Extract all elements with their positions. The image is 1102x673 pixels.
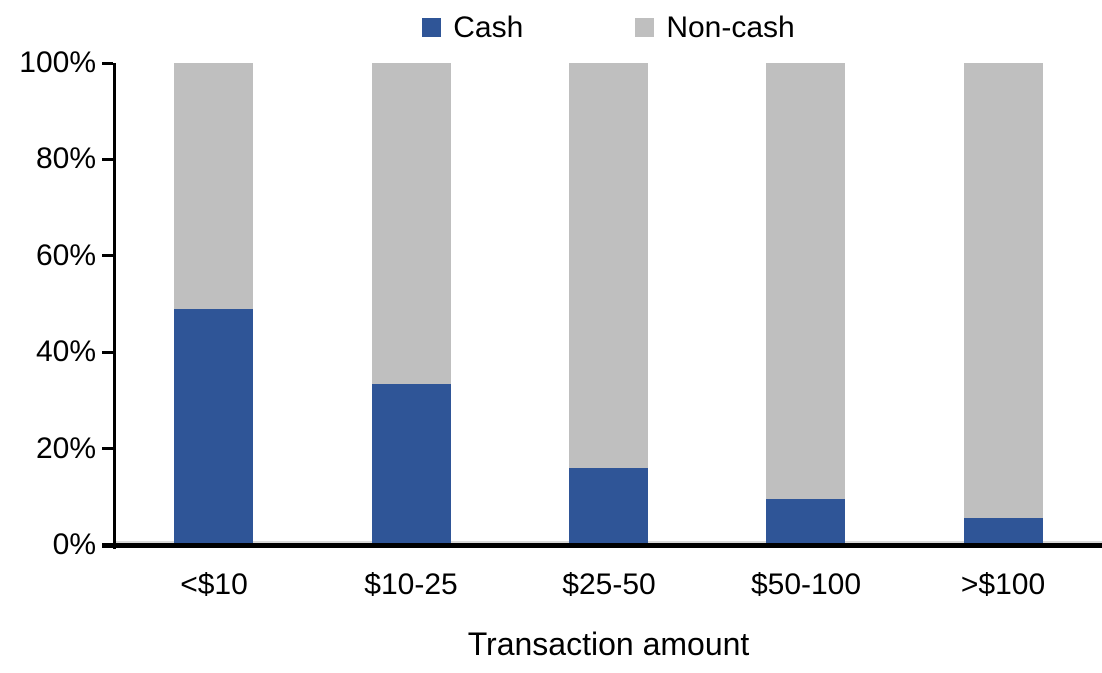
bar-segment-cash-100: [964, 518, 1043, 545]
legend-label-cash: Cash: [453, 11, 524, 44]
y-tick-mark-80: [102, 158, 113, 161]
bar-segment-cash-10: [174, 309, 253, 545]
y-tick-label-0: 0%: [52, 528, 96, 561]
y-tick-label-40: 40%: [35, 335, 96, 369]
bar-segment-cash-50-100: [766, 499, 845, 545]
bar-segment-non-cash-10-25: [372, 63, 451, 384]
y-tick-mark-100: [102, 62, 113, 65]
y-tick-label-80: 80%: [35, 142, 96, 176]
y-tick-mark-0: [102, 544, 113, 547]
y-tick-mark-40: [102, 351, 113, 354]
legend: Cash Non-cash: [115, 11, 1102, 44]
y-axis-line: [113, 63, 116, 549]
x-tick-label-25-50: $25-50: [562, 568, 656, 601]
y-tick-mark-20: [102, 447, 113, 450]
y-tick-label-20: 20%: [35, 431, 96, 465]
y-tick-mark-60: [102, 254, 113, 257]
y-tick-label-100: 100%: [19, 46, 96, 79]
x-tick-label-10-25: $10-25: [364, 568, 458, 601]
bar-segment-non-cash-100: [964, 63, 1043, 518]
x-tick-label-100: >$100: [960, 568, 1046, 601]
x-tick-label-50-100: $50-100: [750, 568, 862, 601]
legend-item-non-cash: Non-cash: [635, 11, 795, 44]
x-axis-line: [102, 543, 1102, 548]
bar-segment-non-cash-50-100: [766, 63, 845, 499]
bar-segment-cash-10-25: [372, 384, 451, 545]
y-tick-label-60: 60%: [35, 238, 96, 272]
legend-label-non-cash: Non-cash: [666, 11, 795, 44]
x-axis-title: Transaction amount: [467, 626, 750, 662]
bar-segment-non-cash-10: [174, 63, 253, 309]
bar-segment-cash-25-50: [569, 468, 648, 545]
legend-swatch-cash: [422, 18, 442, 37]
x-tick-label-10: <$10: [180, 568, 248, 601]
bar-segment-non-cash-25-50: [569, 63, 648, 468]
legend-swatch-non-cash: [635, 18, 655, 37]
legend-item-cash: Cash: [422, 11, 523, 44]
